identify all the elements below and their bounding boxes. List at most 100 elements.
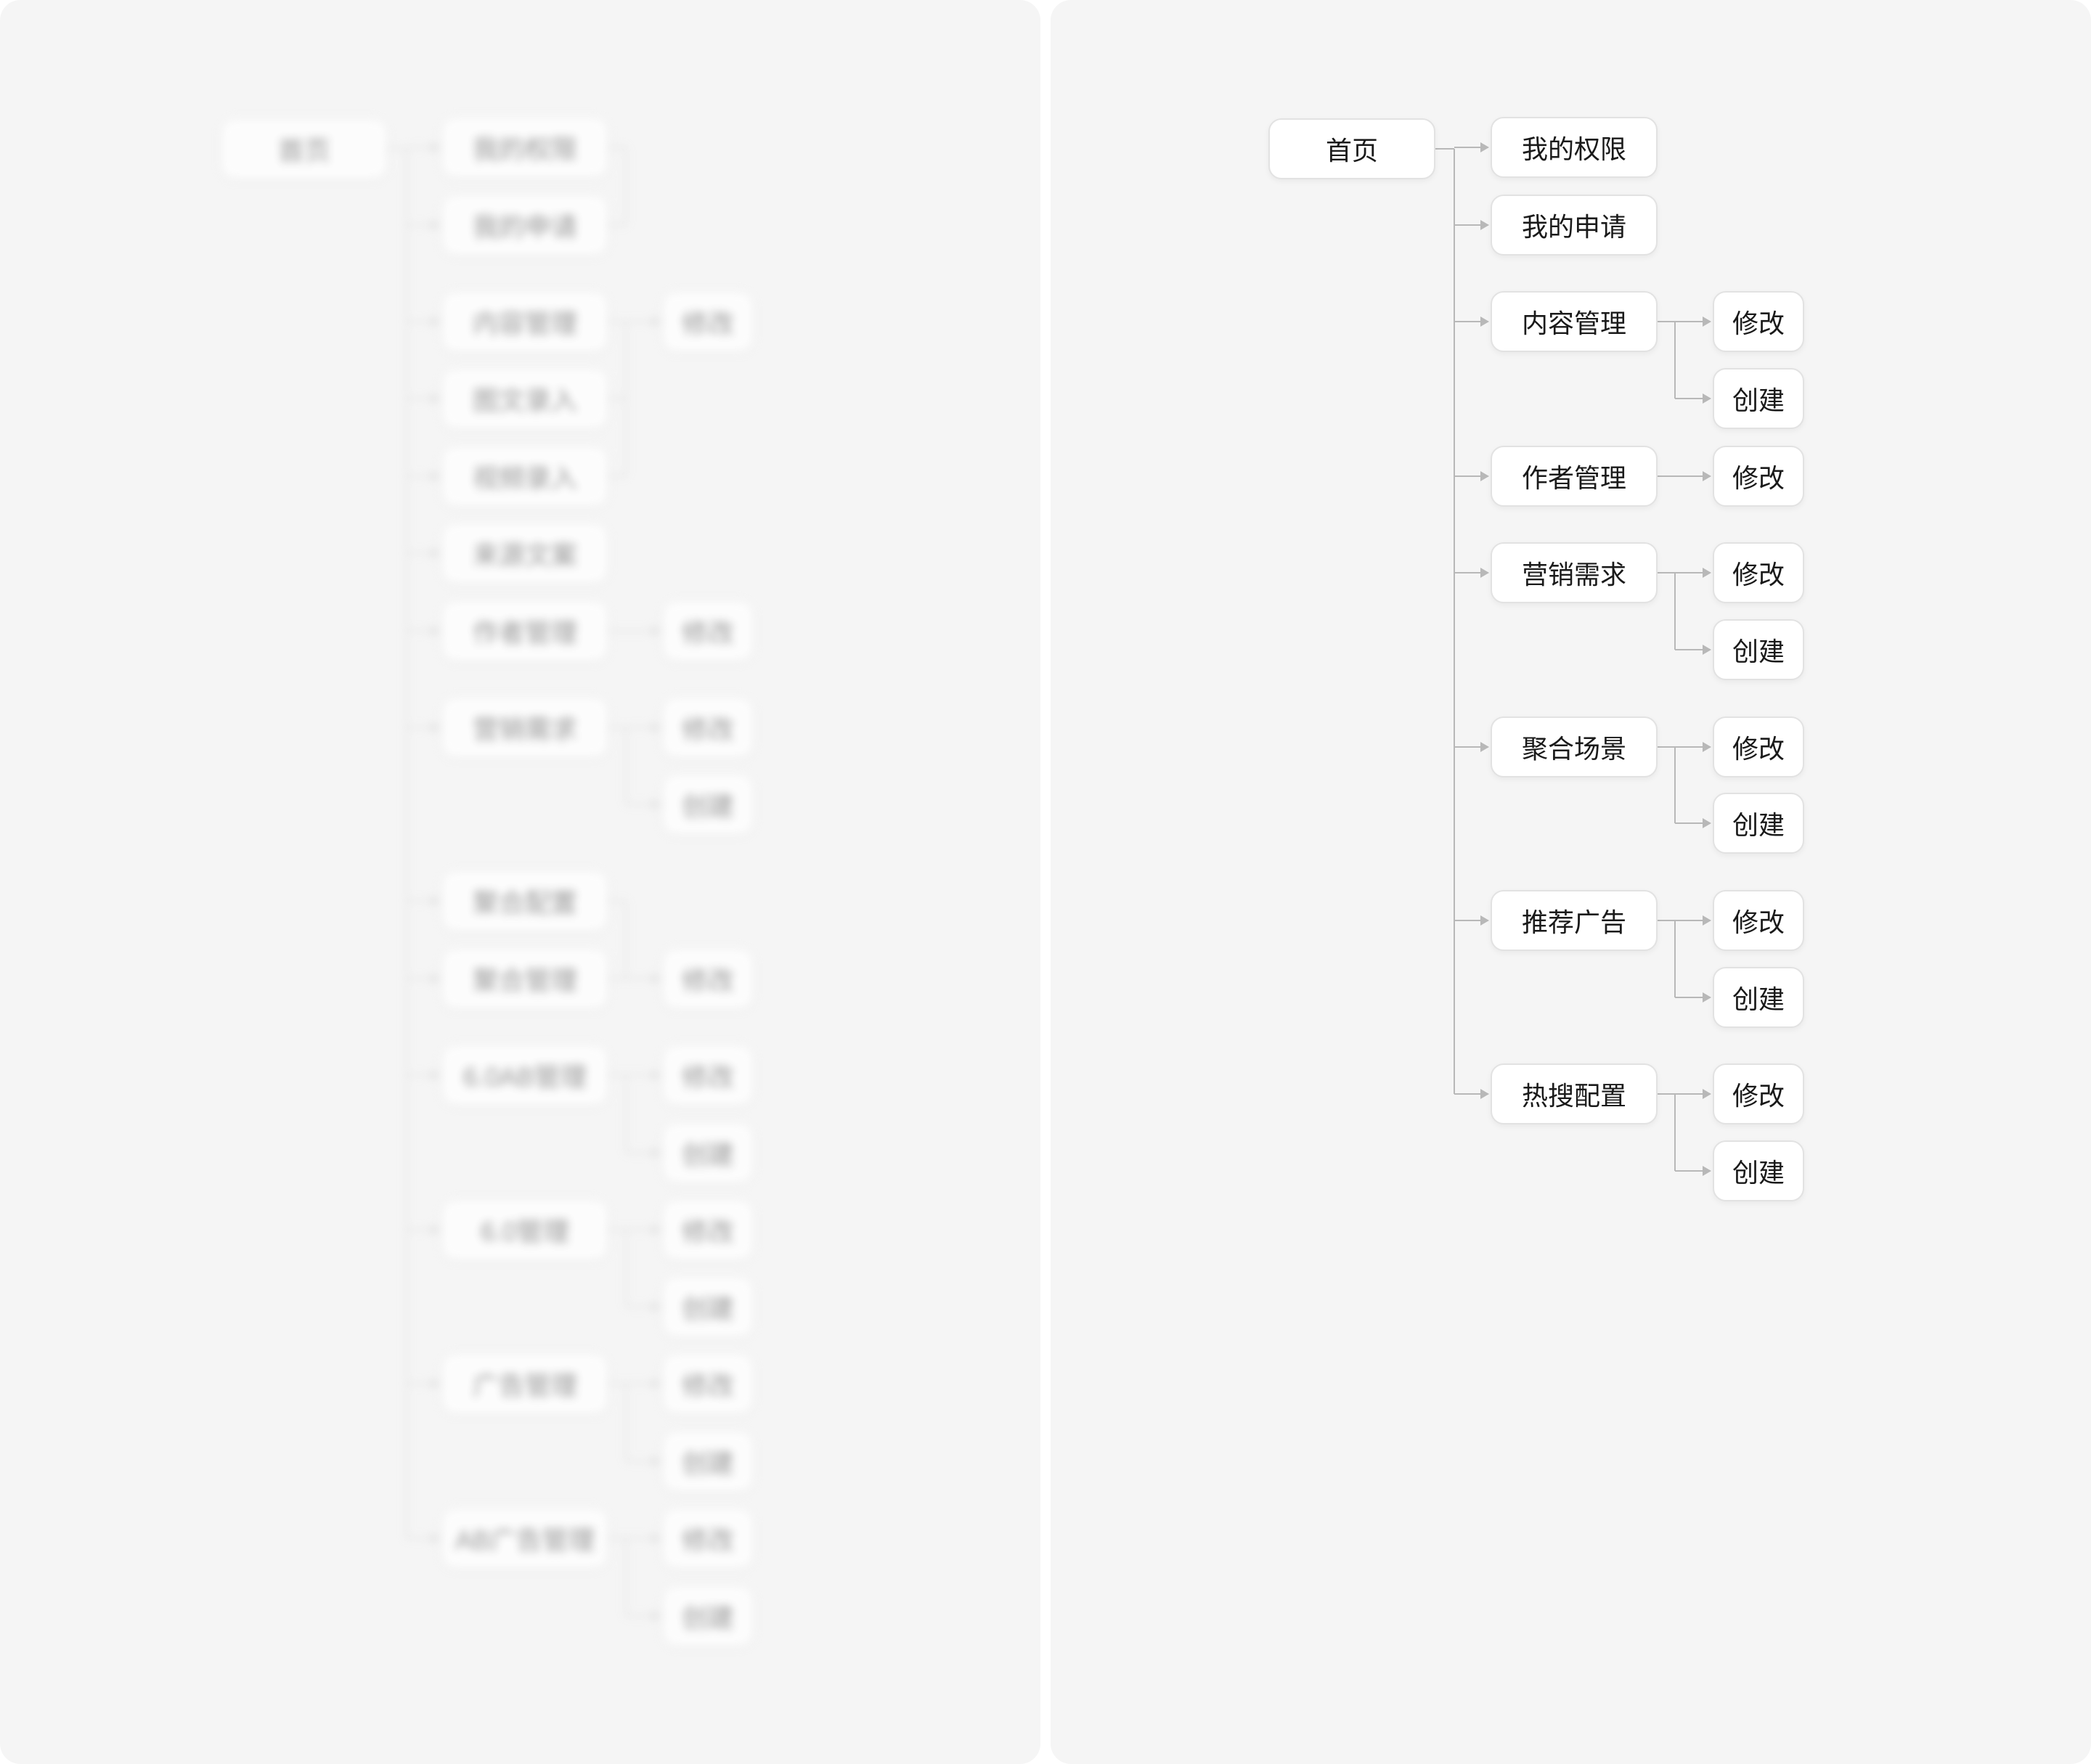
arrow-head-icon xyxy=(1703,1089,1711,1099)
level2-node: 创建 xyxy=(662,1431,754,1492)
level1-node: 营销需求 xyxy=(441,697,608,758)
level2-node: 修改 xyxy=(1713,890,1804,951)
level2-node: 修改 xyxy=(662,1353,754,1414)
level1-node: 广告管理 xyxy=(441,1353,608,1414)
level2-node: 修改 xyxy=(1713,1063,1804,1124)
arrow-head-icon xyxy=(431,1533,440,1543)
arrow-head-icon xyxy=(431,220,440,230)
level1-node: 推荐广告 xyxy=(1491,890,1658,951)
level1-node: 作者管理 xyxy=(1491,446,1658,507)
level2-node: 修改 xyxy=(662,291,754,352)
level1-node: 热搜配置 xyxy=(1491,1063,1658,1124)
arrow-head-icon xyxy=(431,548,440,558)
level2-node: 修改 xyxy=(662,1199,754,1260)
arrow-head-icon xyxy=(1703,992,1711,1003)
level2-node: 修改 xyxy=(1713,291,1804,352)
root-node: 首页 xyxy=(1268,118,1435,179)
arrow-head-icon xyxy=(652,1225,661,1235)
arrow-head-icon xyxy=(1703,818,1711,828)
arrow-head-icon xyxy=(652,1302,661,1312)
arrow-head-icon xyxy=(652,799,661,809)
arrow-head-icon xyxy=(431,896,440,906)
connector-lines xyxy=(1435,142,1711,1176)
level2-node: 创建 xyxy=(1713,619,1804,680)
level2-node: 创建 xyxy=(1713,1140,1804,1201)
arrow-head-icon xyxy=(652,317,661,327)
level1-node: 6.0管理 xyxy=(441,1199,608,1260)
arrow-head-icon xyxy=(652,1148,661,1158)
level2-node: 创建 xyxy=(662,774,754,835)
level2-node: 修改 xyxy=(1713,542,1804,603)
arrow-head-icon xyxy=(431,1379,440,1389)
arrow-head-icon xyxy=(652,722,661,732)
level1-node: 内容管理 xyxy=(441,291,608,352)
level1-node: 6.0AB管理 xyxy=(441,1045,608,1106)
level2-node: 创建 xyxy=(662,1276,754,1337)
level2-node: 创建 xyxy=(1713,793,1804,854)
root-node: 首页 xyxy=(221,118,388,179)
arrow-head-icon xyxy=(652,1070,661,1080)
level2-node: 创建 xyxy=(1713,368,1804,429)
arrow-head-icon xyxy=(1703,317,1711,327)
arrow-head-icon xyxy=(1480,220,1489,230)
arrow-head-icon xyxy=(652,1533,661,1543)
arrow-head-icon xyxy=(431,1070,440,1080)
arrow-head-icon xyxy=(652,973,661,984)
connector-lines xyxy=(388,142,661,1621)
level1-node: 作者管理 xyxy=(441,600,608,661)
level1-node: 聚合管理 xyxy=(441,948,608,1009)
level2-node: 创建 xyxy=(662,1122,754,1183)
level1-node: 视频录入 xyxy=(441,446,608,507)
arrow-head-icon xyxy=(1703,1166,1711,1176)
level2-node: 修改 xyxy=(662,948,754,1009)
level1-node: 我的申请 xyxy=(1491,195,1658,256)
right-tree-diagram: 首页 我的权限 我的申请 内容管理 修改 创建 作者管理 修改 营销需求 修改 创建 聚合场景 修改 创建… xyxy=(1051,0,2091,1764)
arrow-head-icon xyxy=(1703,915,1711,926)
arrow-head-icon xyxy=(431,722,440,732)
arrow-head-icon xyxy=(652,1611,661,1621)
arrow-head-icon xyxy=(431,973,440,984)
level1-node: 图文录入 xyxy=(441,368,608,429)
left-tree-diagram: 首页 我的权限 我的申请 内容管理 图文录入 视频录入 修改 来源文案 作者管理 修改 营销需求 修改… xyxy=(0,0,1040,1764)
arrow-head-icon xyxy=(1703,568,1711,578)
arrow-head-icon xyxy=(1480,317,1489,327)
arrow-head-icon xyxy=(1703,645,1711,655)
arrow-head-icon xyxy=(652,1456,661,1466)
arrow-head-icon xyxy=(1480,915,1489,926)
arrow-head-icon xyxy=(1480,568,1489,578)
arrow-head-icon xyxy=(431,471,440,481)
level1-node: 我的权限 xyxy=(441,117,608,178)
arrow-head-icon xyxy=(431,317,440,327)
level1-node: AB广告管理 xyxy=(441,1508,608,1569)
arrow-head-icon xyxy=(652,626,661,636)
arrow-head-icon xyxy=(431,393,440,404)
arrow-head-icon xyxy=(652,1379,661,1389)
level1-node: 来源文案 xyxy=(441,523,608,584)
arrow-head-icon xyxy=(1480,142,1489,152)
level2-node: 修改 xyxy=(1713,446,1804,507)
arrow-head-icon xyxy=(1480,1089,1489,1099)
level1-node: 聚合场景 xyxy=(1491,716,1658,777)
arrow-head-icon xyxy=(431,1225,440,1235)
arrow-head-icon xyxy=(1480,471,1489,481)
level2-node: 创建 xyxy=(662,1585,754,1646)
level2-node: 修改 xyxy=(662,1508,754,1569)
arrow-head-icon xyxy=(1703,742,1711,752)
arrow-head-icon xyxy=(431,142,440,152)
arrow-head-icon xyxy=(431,626,440,636)
arrow-head-icon xyxy=(1703,393,1711,404)
level1-node: 营销需求 xyxy=(1491,542,1658,603)
level1-node: 内容管理 xyxy=(1491,291,1658,352)
right-panel: 首页 我的权限 我的申请 内容管理 修改 创建 作者管理 修改 营销需求 修改 创建 聚合场景 修改 创建… xyxy=(1051,0,2091,1764)
arrow-head-icon xyxy=(1703,471,1711,481)
level2-node: 修改 xyxy=(662,600,754,661)
level1-node: 聚合配置 xyxy=(441,870,608,931)
level2-node: 创建 xyxy=(1713,967,1804,1028)
left-panel: 首页 我的权限 我的申请 内容管理 图文录入 视频录入 修改 来源文案 作者管理 修改 营销需求 修改… xyxy=(0,0,1040,1764)
arrow-head-icon xyxy=(1480,742,1489,752)
level2-node: 修改 xyxy=(662,697,754,758)
level2-node: 修改 xyxy=(1713,716,1804,777)
level2-node: 修改 xyxy=(662,1045,754,1106)
level1-node: 我的申请 xyxy=(441,195,608,256)
level1-node: 我的权限 xyxy=(1491,117,1658,178)
